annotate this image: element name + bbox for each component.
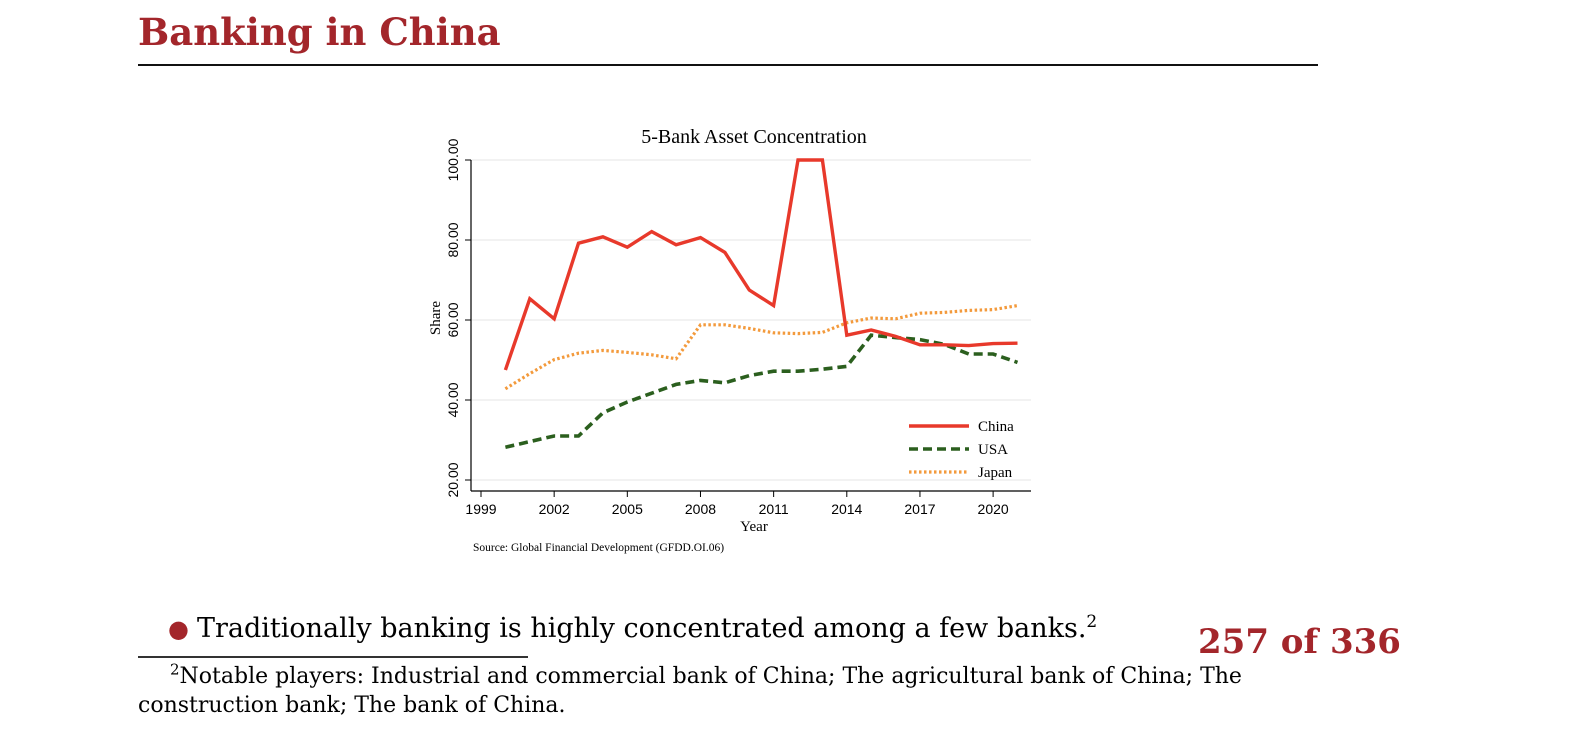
chart-legend: China USA Japan (909, 419, 1014, 481)
x-tick-label-5: 2014 (831, 501, 862, 517)
chart-ticks: 20.00 40.00 60.00 80.00 100.00 1999 2002 2005 20… (445, 138, 1009, 517)
chart-gridlines (471, 159, 1031, 481)
legend-label-usa: USA (978, 442, 1008, 458)
footnote-separator (138, 656, 528, 658)
series-line-china (503, 158, 1018, 371)
x-tick-label-4: 2011 (759, 501, 789, 517)
title-underline (138, 64, 1318, 66)
y-tick-label-1: 40.00 (445, 382, 461, 417)
x-tick-label-1: 2002 (539, 501, 570, 517)
chart-series (503, 158, 1019, 449)
bullet-dot-icon: ● (168, 615, 189, 643)
y-tick-label-3: 80.00 (445, 222, 461, 257)
x-tick-label-3: 2008 (685, 501, 716, 517)
x-axis-label: Year (740, 519, 768, 535)
chart-title: 5-Bank Asset Concentration (641, 126, 867, 148)
x-tick-label-2: 2005 (612, 501, 643, 517)
footnote-mark: 2 (170, 660, 180, 679)
legend-label-japan: Japan (978, 465, 1013, 481)
footnote-text: Notable players: Industrial and commerci… (138, 664, 1242, 718)
y-tick-label-0: 20.00 (445, 462, 461, 497)
bullet-footnote-mark: 2 (1086, 612, 1098, 632)
y-tick-label-4: 100.00 (445, 138, 461, 181)
page-counter: 257 of 336 (1198, 622, 1401, 662)
slide-title: Banking in China (138, 10, 501, 54)
legend-label-china: China (978, 419, 1014, 435)
bullet-text: Traditionally banking is highly concentr… (196, 613, 1087, 644)
x-tick-label-6: 2017 (904, 501, 935, 517)
bullet-item: ● Traditionally banking is highly concent… (168, 612, 1097, 644)
x-tick-label-7: 2020 (978, 501, 1009, 517)
series-line-usa (504, 333, 1019, 449)
y-axis-label: Share (428, 301, 444, 335)
footnote: 2Notable players: Industrial and commerc… (138, 662, 1338, 720)
y-tick-label-2: 60.00 (445, 302, 461, 337)
x-tick-label-0: 1999 (465, 501, 496, 517)
chart-axes (470, 160, 1031, 492)
series-line-japan (504, 304, 1018, 391)
chart-source-note: Source: Global Financial Development (GF… (473, 542, 724, 554)
